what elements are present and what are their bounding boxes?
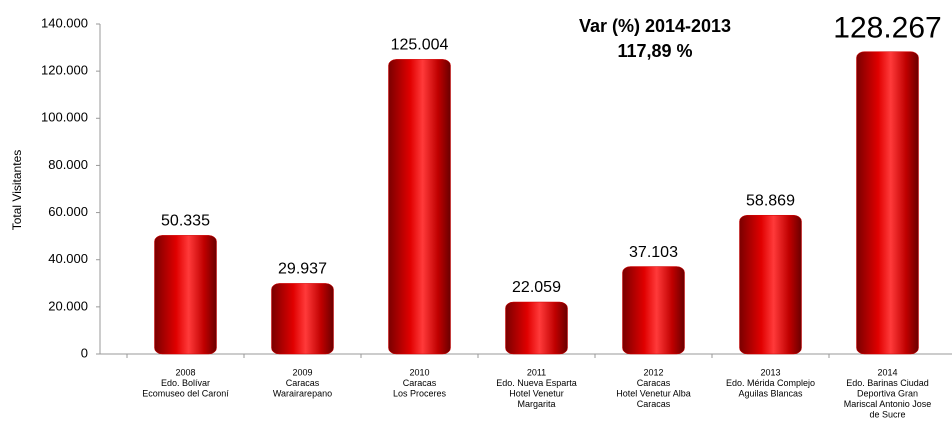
x-tick-label: 2011 [527, 367, 546, 377]
value-label: 29.937 [278, 261, 327, 278]
x-tick-label: de Sucre [869, 409, 905, 419]
bar [271, 283, 334, 355]
x-tick-label: Edo. Barinas Ciudad [846, 378, 929, 388]
value-label: 125.004 [391, 37, 449, 54]
y-tick-label: 0 [81, 345, 88, 360]
x-tick-label: Ecomuseo del Caroní [142, 388, 229, 398]
x-tick-label: Los Proceres [393, 388, 447, 398]
bar [739, 214, 802, 355]
x-tick-label: 2014 [877, 367, 897, 377]
x-tick-label: 2012 [643, 367, 663, 377]
x-tick-label: Aguilas Blancas [738, 388, 803, 398]
x-tick-label: Edo. Mérida Complejo [726, 378, 815, 388]
x-tick-label: 2010 [409, 367, 429, 377]
bar [505, 301, 568, 355]
x-tick-label: 2013 [760, 367, 780, 377]
x-tick-label: Warairarepano [273, 388, 332, 398]
value-label: 50.335 [161, 213, 210, 230]
x-tick-label: Edo. Nueva Esparta [496, 378, 577, 388]
bar [622, 266, 685, 355]
y-tick-label: 60.000 [48, 204, 88, 219]
x-tick-label: Hotel Venetur Alba [616, 388, 691, 398]
y-tick-label: 100.000 [41, 110, 88, 125]
x-tick-label: Edo. Bolívar [161, 378, 210, 388]
value-label: 58.869 [746, 192, 795, 209]
x-tick-label: Caracas [403, 378, 437, 388]
bar [856, 51, 919, 355]
y-tick-label: 40.000 [48, 251, 88, 266]
x-tick-label: Caracas [286, 378, 320, 388]
value-label: 22.059 [512, 279, 561, 296]
x-tick-label: Caracas [637, 399, 671, 409]
bar [388, 59, 451, 355]
x-tick-label: 2008 [175, 367, 195, 377]
y-tick-label: 80.000 [48, 157, 88, 172]
value-label: 37.103 [629, 244, 678, 261]
y-tick-label: 140.000 [41, 15, 88, 30]
annotation: Var (%) 2014-2013 [579, 16, 731, 36]
x-tick-label: Hotel Venetur [509, 388, 564, 398]
value-label: 128.267 [833, 12, 941, 45]
bar [154, 235, 217, 355]
x-tick-label: Mariscal Antonio Jose [844, 399, 932, 409]
x-tick-label: Caracas [637, 378, 671, 388]
x-tick-label: 2009 [292, 367, 312, 377]
annotation: 117,89 % [617, 41, 692, 61]
x-tick-label: Deportiva Gran [857, 388, 918, 398]
y-tick-label: 120.000 [41, 63, 88, 78]
y-tick-label: 20.000 [48, 298, 88, 313]
y-axis-title: Total Visitantes [10, 150, 24, 231]
x-tick-label: Margarita [517, 399, 555, 409]
